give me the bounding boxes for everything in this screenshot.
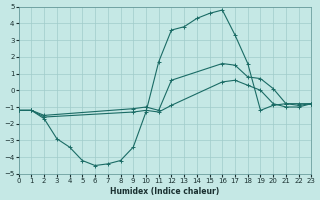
X-axis label: Humidex (Indice chaleur): Humidex (Indice chaleur) (110, 187, 220, 196)
